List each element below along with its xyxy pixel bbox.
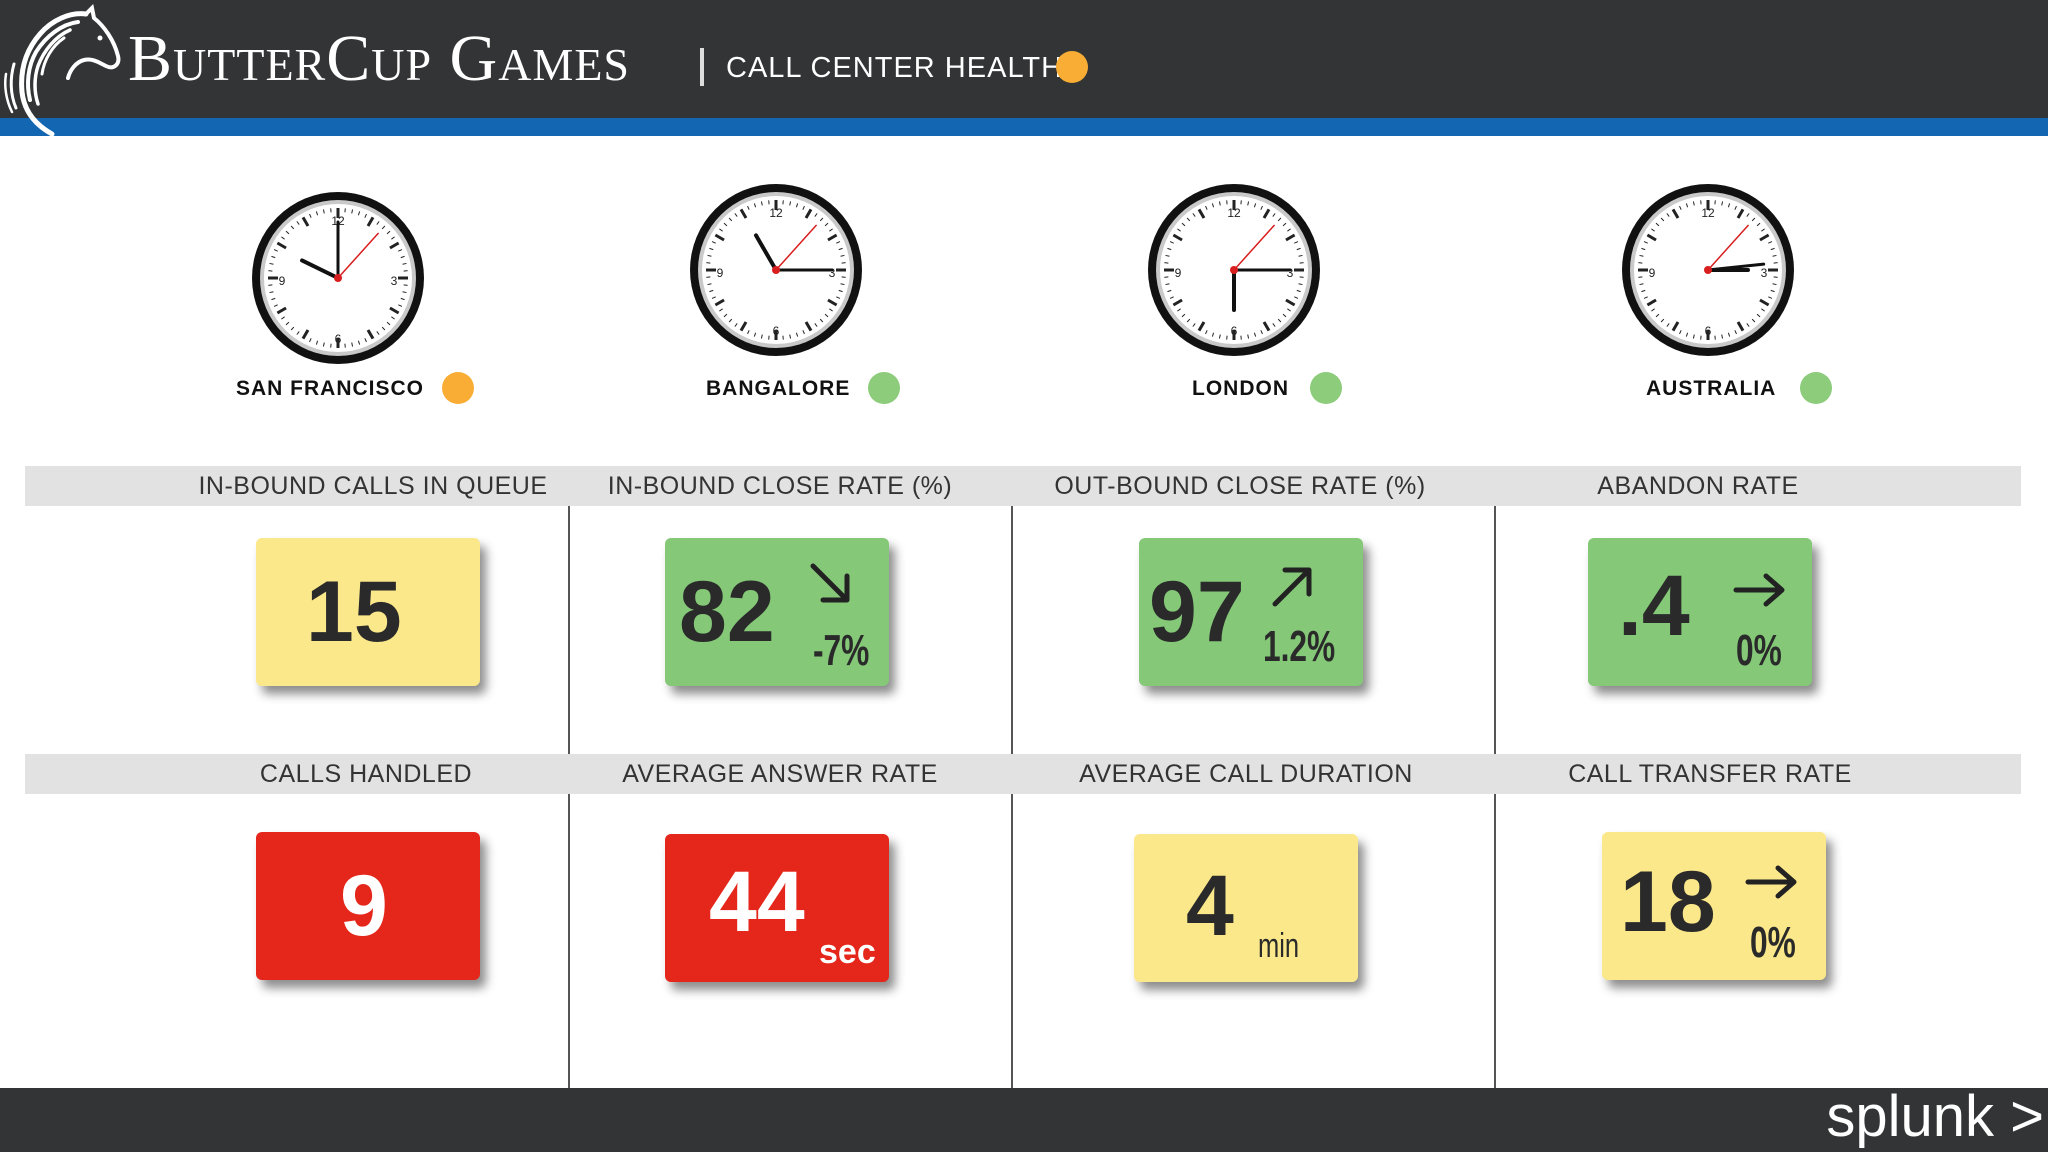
metric-title-calls-handled: CALLS HANDLED [259, 760, 473, 788]
metric-tile-outbound-close-rate: 97 1.2% [1139, 538, 1363, 686]
metric-tile-average-answer-rate: 44 sec [665, 834, 889, 982]
svg-text:3: 3 [829, 266, 836, 280]
metric-title-average-call-duration: AVERAGE CALL DURATION [1079, 760, 1413, 788]
metric-unit: min [1258, 927, 1300, 965]
metric-tile-inbound-close-rate: 82 -7% [665, 538, 889, 686]
clock-bangalore-icon: 12 3 6 9 [690, 184, 862, 356]
svg-text:12: 12 [1227, 206, 1241, 220]
metric-delta: 1.2% [1263, 622, 1336, 671]
footer-bar [0, 1088, 2048, 1152]
metric-value: 15 [306, 564, 402, 660]
svg-text:9: 9 [717, 266, 724, 280]
svg-text:3: 3 [391, 274, 398, 288]
metric-value: 18 [1620, 854, 1716, 950]
arrow-right-icon [1745, 865, 1797, 899]
svg-text:6: 6 [1705, 324, 1712, 338]
metric-value: 4 [1186, 858, 1234, 954]
column-divider [1494, 506, 1496, 1088]
row-header-band [25, 754, 2021, 794]
svg-text:3: 3 [1761, 266, 1768, 280]
svg-text:6: 6 [773, 324, 780, 338]
metric-value: 9 [340, 858, 388, 954]
svg-text:12: 12 [1701, 206, 1715, 220]
metric-title-abandon-rate: ABANDON RATE [1597, 472, 1799, 500]
metric-title-outbound-close-rate: OUT-BOUND CLOSE RATE (%) [1054, 472, 1426, 500]
arrow-up-right-icon [1272, 567, 1312, 607]
svg-text:12: 12 [769, 206, 783, 220]
location-label-san-francisco: SAN FRANCISCO [236, 377, 425, 400]
clock-london-icon: 12 3 6 9 [1148, 184, 1320, 356]
column-divider [568, 506, 570, 1088]
svg-text:6: 6 [1231, 324, 1238, 338]
metric-value: 97 [1149, 564, 1245, 660]
svg-text:9: 9 [1649, 266, 1656, 280]
metric-tile-abandon-rate: .4 0% [1588, 538, 1812, 686]
metric-delta: 0% [1750, 918, 1796, 967]
svg-text:3: 3 [1287, 266, 1294, 280]
metric-tile-average-call-duration: 4 min [1134, 834, 1358, 982]
header-separator [700, 48, 704, 86]
metric-unit: sec [819, 933, 876, 971]
metric-tile-inbound-queue: 15 [256, 538, 480, 686]
metric-delta: 0% [1736, 626, 1782, 675]
page-subtitle: CALL CENTER HEALTH [726, 52, 1064, 84]
location-label-australia: AUSTRALIA [1646, 377, 1777, 400]
row-header-band [25, 466, 2021, 506]
metric-tile-call-transfer-rate: 18 0% [1602, 832, 1826, 980]
location-label-london: LONDON [1192, 377, 1289, 400]
splunk-logo: splunk > [1826, 1084, 2044, 1149]
metric-title-inbound-close-rate: IN-BOUND CLOSE RATE (%) [607, 472, 953, 500]
svg-text:6: 6 [335, 332, 342, 346]
metric-title-inbound-queue: IN-BOUND CALLS IN QUEUE [198, 472, 548, 500]
horse-logo-icon [4, 4, 121, 136]
brand-title: ButterCup Games [128, 22, 631, 95]
arrow-down-right-icon [810, 563, 850, 603]
metric-value: .4 [1618, 558, 1690, 654]
metric-title-call-transfer-rate: CALL TRANSFER RATE [1568, 760, 1852, 788]
clock-australia-icon: 12 3 6 9 [1622, 184, 1794, 356]
metric-value: 82 [679, 564, 775, 660]
metric-tile-calls-handled: 9 [256, 832, 480, 980]
svg-text:9: 9 [279, 274, 286, 288]
status-dot-london [1310, 372, 1342, 404]
metric-delta: -7% [813, 626, 870, 675]
location-label-bangalore: BANGALORE [706, 377, 851, 400]
svg-text:9: 9 [1175, 266, 1182, 280]
metric-title-average-answer-rate: AVERAGE ANSWER RATE [622, 760, 938, 788]
overall-status-dot [1056, 51, 1088, 83]
status-dot-australia [1800, 372, 1832, 404]
status-dot-san-francisco [442, 372, 474, 404]
column-divider [1011, 506, 1013, 1088]
arrow-right-icon [1733, 573, 1785, 607]
header-bar [0, 0, 2048, 118]
header-stripe [0, 118, 2048, 136]
metric-value: 44 [709, 854, 805, 950]
status-dot-bangalore [868, 372, 900, 404]
